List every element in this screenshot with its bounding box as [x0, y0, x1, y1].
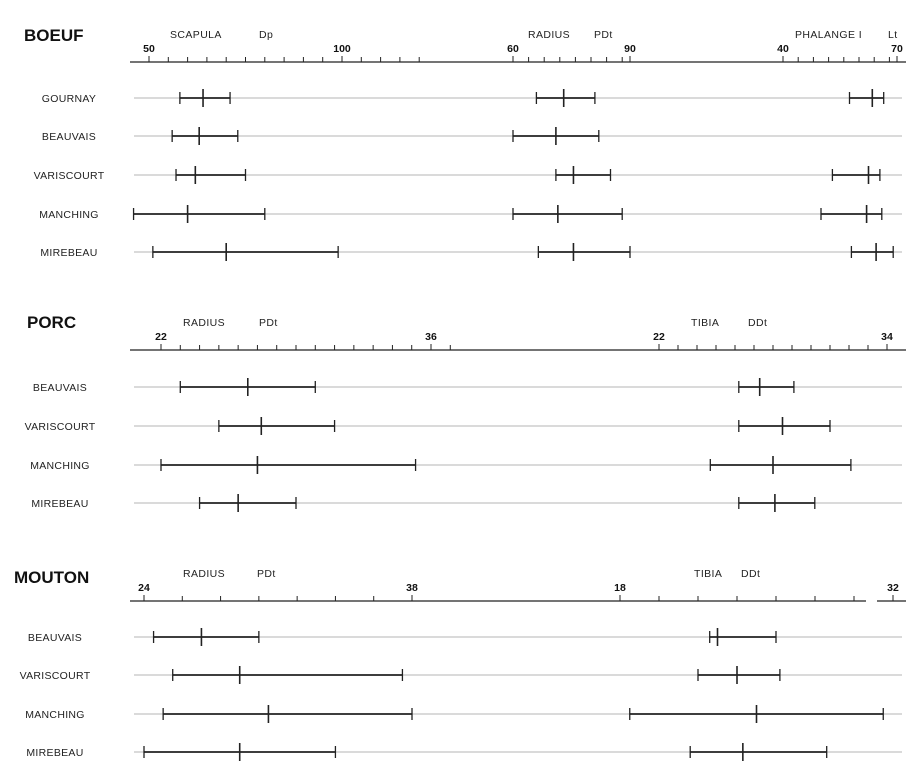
site-label: VARISCOURT — [20, 670, 91, 682]
measure-bone-label: RADIUS — [183, 317, 225, 329]
site-label: MANCHING — [39, 209, 99, 221]
site-label: MANCHING — [30, 460, 90, 472]
x-tick-label: 22 — [653, 331, 665, 343]
species-title: BOEUF — [24, 26, 84, 45]
measure-dimension-label: DDt — [741, 568, 760, 580]
site-label: VARISCOURT — [34, 170, 105, 182]
species-title: MOUTON — [14, 568, 89, 587]
x-tick-label: 34 — [881, 331, 893, 343]
site-label: MANCHING — [25, 709, 85, 721]
species-title: PORC — [27, 313, 76, 332]
site-label: MIREBEAU — [31, 498, 88, 510]
measure-dimension-label: PDt — [594, 29, 613, 41]
site-label: BEAUVAIS — [33, 382, 87, 394]
measure-dimension-label: PDt — [259, 317, 278, 329]
x-tick-label: 90 — [624, 43, 636, 55]
x-tick-label: 32 — [887, 582, 899, 594]
site-label: MIREBEAU — [26, 747, 83, 759]
x-tick-label: 40 — [777, 43, 789, 55]
measure-dimension-label: Dp — [259, 29, 273, 41]
x-tick-label: 100 — [333, 43, 351, 55]
measure-bone-label: RADIUS — [528, 29, 570, 41]
x-tick-label: 18 — [614, 582, 626, 594]
measure-dimension-label: DDt — [748, 317, 767, 329]
measure-bone-label: SCAPULA — [170, 29, 222, 41]
measure-bone-label: TIBIA — [691, 317, 719, 329]
measure-bone-label: PHALANGE I — [795, 29, 862, 41]
x-tick-label: 38 — [406, 582, 418, 594]
site-label: BEAUVAIS — [42, 131, 96, 143]
measure-dimension-label: PDt — [257, 568, 276, 580]
measure-dimension-label: Lt — [888, 29, 898, 41]
x-tick-label: 70 — [891, 43, 903, 55]
x-tick-label: 60 — [507, 43, 519, 55]
measure-bone-label: RADIUS — [183, 568, 225, 580]
x-tick-label: 22 — [155, 331, 167, 343]
x-tick-label: 24 — [138, 582, 150, 594]
site-label: VARISCOURT — [25, 421, 96, 433]
x-tick-label: 50 — [143, 43, 155, 55]
measure-bone-label: TIBIA — [694, 568, 722, 580]
x-tick-label: 36 — [425, 331, 437, 343]
site-label: MIREBEAU — [40, 247, 97, 259]
site-label: GOURNAY — [42, 93, 96, 105]
site-label: BEAUVAIS — [28, 632, 82, 644]
